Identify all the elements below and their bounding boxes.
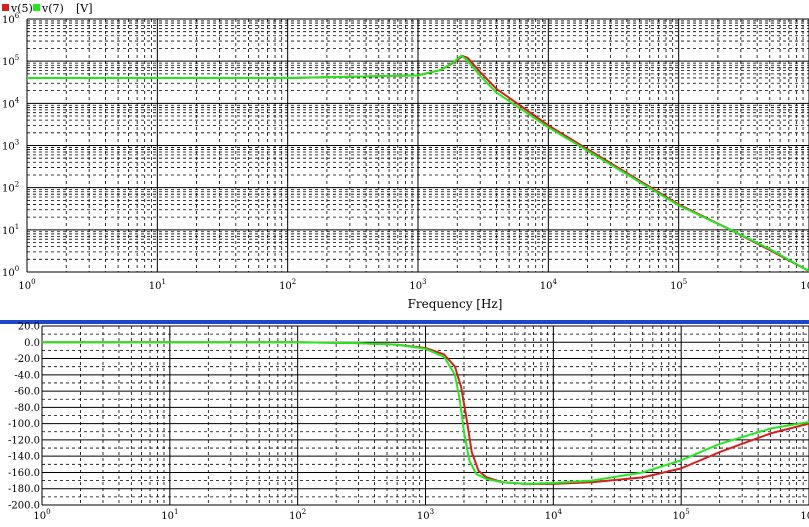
phase-x-tick-label: 100 <box>33 508 50 522</box>
magnitude-y-tick-label: 101 <box>2 223 19 237</box>
magnitude-chart: 100 101 102 103 104 105 106 100 101 102 103 104 105… <box>2 12 809 311</box>
phase-x-tick-label: 103 <box>417 508 434 522</box>
phase-y-tick-label: -40.0 <box>14 370 40 381</box>
phase-x-tick-labels: 100 101 102 103 104 105 106 <box>33 508 809 522</box>
legend-swatch-v7 <box>33 4 40 11</box>
magnitude-y-tick-label: 103 <box>2 139 19 153</box>
magnitude-series-line <box>27 54 809 272</box>
phase-y-tick-label: -180.0 <box>8 484 40 495</box>
legend: v(5) v(7) [V] <box>2 2 93 15</box>
phase-series-line <box>42 341 809 485</box>
magnitude-y-tick-labels: 100 101 102 103 104 105 106 <box>2 12 20 279</box>
magnitude-x-tick-label: 101 <box>149 278 166 292</box>
magnitude-x-tick-label: 102 <box>279 278 296 292</box>
phase-y-tick-label: -140.0 <box>8 452 40 463</box>
phase-x-tick-label: 101 <box>161 508 178 522</box>
magnitude-y-tick-label: 100 <box>2 265 19 279</box>
phase-x-tick-label: 106 <box>800 508 809 522</box>
phase-y-tick-label: -60.0 <box>14 387 40 398</box>
phase-y-tick-label: 20.0 <box>18 322 40 333</box>
magnitude-x-tick-label: 105 <box>670 278 687 292</box>
legend-label-v5: v(5) <box>10 2 33 15</box>
phase-y-tick-label: -200.0 <box>8 501 40 512</box>
magnitude-x-tick-label: 103 <box>409 278 426 292</box>
magnitude-x-tick-label: 104 <box>540 278 558 292</box>
phase-grid <box>41 325 809 506</box>
legend-swatch-v5 <box>2 4 9 11</box>
pane-divider[interactable] <box>0 320 809 324</box>
phase-y-tick-labels: 20.0 0.0 -20.0 -40.0 -60.0 -80.0 -100.0 -120.0 -… <box>8 322 40 512</box>
phase-y-tick-label: -120.0 <box>8 435 40 446</box>
magnitude-x-tick-label: 106 <box>800 278 809 292</box>
phase-y-tick-label: -160.0 <box>8 468 40 479</box>
phase-y-tick-label: 0.0 <box>24 338 40 349</box>
x-axis-title: Frequency [Hz] <box>408 297 503 311</box>
magnitude-y-tick-label: 102 <box>2 181 19 195</box>
phase-x-tick-label: 104 <box>545 508 563 522</box>
phase-y-tick-label: -20.0 <box>14 354 40 365</box>
magnitude-grid <box>26 18 809 273</box>
phase-series <box>42 341 809 485</box>
magnitude-x-tick-label: 100 <box>18 278 35 292</box>
magnitude-y-tick-label: 106 <box>2 12 20 26</box>
phase-x-tick-label: 102 <box>289 508 306 522</box>
phase-x-tick-label: 105 <box>673 508 690 522</box>
legend-label-v7: v(7) <box>41 2 64 15</box>
magnitude-y-tick-label: 105 <box>2 54 19 68</box>
phase-y-tick-label: -80.0 <box>14 403 40 414</box>
phase-y-tick-label: -100.0 <box>8 419 40 430</box>
magnitude-y-tick-label: 104 <box>2 96 20 110</box>
legend-unit: [V] <box>76 2 93 15</box>
magnitude-series <box>27 54 809 272</box>
phase-chart: 20.0 0.0 -20.0 -40.0 -60.0 -80.0 -100.0 -120.0 -… <box>8 322 809 522</box>
magnitude-x-tick-labels: 100 101 102 103 104 105 106 <box>18 278 809 292</box>
